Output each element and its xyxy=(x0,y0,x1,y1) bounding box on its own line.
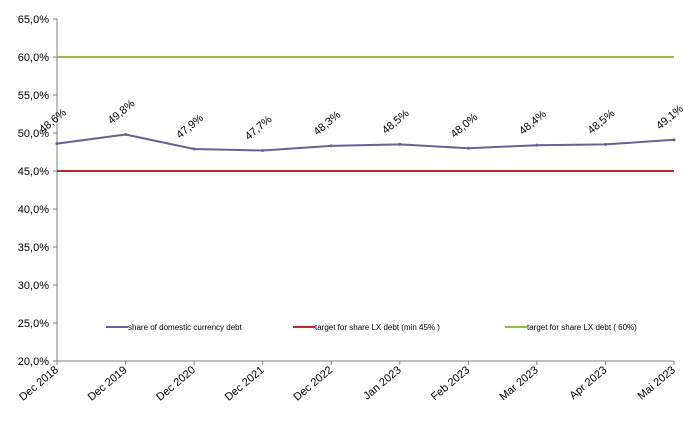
x-tick-label: Feb 2023 xyxy=(429,364,472,403)
data-label: 48,5% xyxy=(586,107,618,136)
data-label: 48,5% xyxy=(380,107,412,136)
series-line-domestic-share xyxy=(56,133,675,152)
y-tick-label: 45,0% xyxy=(18,166,49,178)
legend-label: share of domestic currency debt xyxy=(128,323,243,332)
y-tick-label: 60,0% xyxy=(18,52,49,64)
x-tick-label: Dec 2022 xyxy=(291,364,335,403)
data-point xyxy=(535,143,539,147)
data-label: 49,8% xyxy=(106,97,138,126)
data-label: 49,1% xyxy=(654,103,683,132)
x-tick-label: Apr 2023 xyxy=(567,364,609,402)
data-point xyxy=(329,144,333,148)
y-tick-label: 20,0% xyxy=(18,356,49,368)
y-tick-label: 35,0% xyxy=(18,242,49,254)
x-tick-label: Mai 2023 xyxy=(636,364,678,402)
x-tick-label: Mar 2023 xyxy=(497,364,540,403)
x-tick-label: Jan 2023 xyxy=(361,364,403,402)
y-tick-label: 55,0% xyxy=(18,90,49,102)
x-tick-label: Dec 2018 xyxy=(17,364,61,403)
data-label: 48,3% xyxy=(311,109,343,138)
data-label: 47,7% xyxy=(243,113,275,142)
data-point xyxy=(466,146,470,150)
x-tick-label: Dec 2019 xyxy=(86,364,130,403)
y-tick-label: 40,0% xyxy=(18,204,49,216)
y-tick-label: 65,0% xyxy=(18,14,49,26)
data-point xyxy=(398,142,402,146)
legend-label: target for share LX debt ( 60%) xyxy=(527,323,637,332)
data-point xyxy=(603,142,607,146)
data-label: 48,6% xyxy=(37,107,69,136)
data-label: 48,4% xyxy=(517,108,549,137)
x-tick-label: Dec 2020 xyxy=(154,364,198,403)
data-point xyxy=(55,142,59,146)
y-tick-label: 50,0% xyxy=(18,128,49,140)
data-point xyxy=(192,147,196,151)
data-point xyxy=(672,138,676,142)
data-label: 47,9% xyxy=(174,112,206,141)
data-point xyxy=(124,133,128,137)
data-point xyxy=(261,148,265,152)
legend-label: target for share LX debt (min 45% ) xyxy=(315,323,440,332)
y-tick-label: 30,0% xyxy=(18,280,49,292)
data-label: 48,0% xyxy=(449,111,481,140)
x-tick-label: Dec 2021 xyxy=(223,364,267,403)
y-tick-label: 25,0% xyxy=(18,318,49,330)
